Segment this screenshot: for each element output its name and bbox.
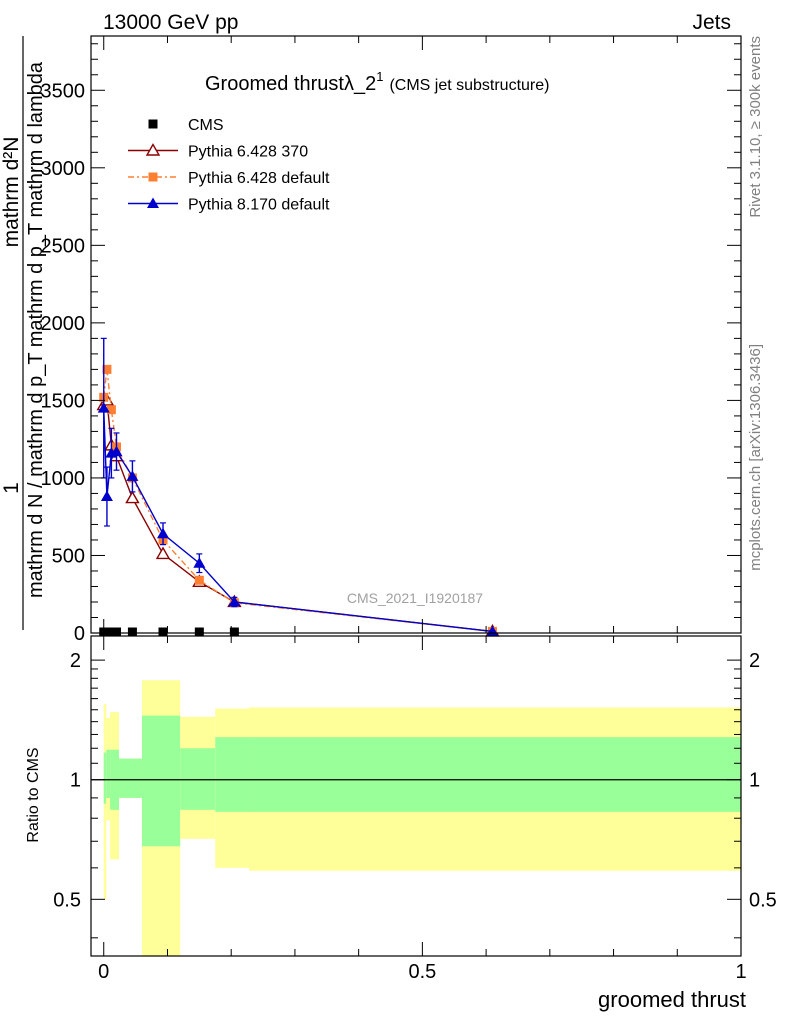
uncertainty-band-inner bbox=[103, 752, 107, 804]
legend-entry: Pythia 8.170 default bbox=[128, 197, 330, 214]
y-tick-label: 0 bbox=[74, 623, 85, 645]
y-tick-label: 2000 bbox=[41, 313, 86, 335]
data-point bbox=[126, 470, 139, 481]
data-point bbox=[125, 490, 140, 504]
uncertainty-band-inner bbox=[215, 737, 250, 812]
chart-title: Groomed thrustλ_21 (CMS jet substructure) bbox=[205, 69, 549, 95]
chart-title-suffix: (CMS jet substructure) bbox=[389, 77, 549, 94]
x-tick-label: 1 bbox=[735, 961, 746, 983]
y-axis-label-numerator: mathrm d²N bbox=[0, 137, 23, 248]
uncertainty-band-inner bbox=[119, 758, 142, 798]
collision-label: 13000 GeV pp bbox=[103, 11, 238, 34]
watermark: CMS_2021_I1920187 bbox=[347, 590, 483, 606]
ratio-y-tick-label: 0.5 bbox=[53, 889, 81, 911]
y-tick-label: 1500 bbox=[41, 390, 86, 412]
data-point bbox=[229, 627, 239, 637]
data-point bbox=[155, 546, 171, 560]
y-axis-label-one: 1 bbox=[0, 482, 23, 494]
ratio-y-label: Ratio to CMS bbox=[25, 747, 42, 842]
legend-label: Pythia 6.428 default bbox=[188, 170, 330, 187]
ratio-panel: 0.5 0.5 1 1 2 2 0 0.5 1 Ratio to CMS groomed thr… bbox=[25, 635, 777, 1012]
y-tick-label: 3500 bbox=[41, 80, 86, 102]
y-axis-label: 1 mathrm d²N mathrm d N / mathrm d p_T m… bbox=[0, 36, 47, 630]
data-point bbox=[110, 445, 123, 457]
data-point bbox=[106, 405, 116, 415]
legend-entry: Pythia 6.428 default bbox=[128, 170, 330, 187]
process-label: Jets bbox=[692, 11, 731, 34]
uncertainty-band-inner bbox=[249, 737, 741, 812]
uncertainty-band-inner bbox=[180, 748, 216, 810]
y-axis-label-denominator: mathrm d N / mathrm d p_T mathrm d p_T m… bbox=[25, 61, 47, 598]
legend-entry: Pythia 6.428 370 bbox=[128, 143, 308, 161]
ratio-y-tick-label-right: 2 bbox=[749, 650, 760, 672]
chart-title-sup: 1 bbox=[376, 69, 383, 84]
legend: CMS Pythia 6.428 370 Pythia 6.428 default P… bbox=[128, 117, 330, 214]
legend-marker bbox=[147, 197, 159, 208]
y-tick-label: 500 bbox=[52, 545, 85, 567]
main-panel: CMS_2021_I1920187 0 500 1000 1500 2000 2500 30… bbox=[0, 35, 742, 645]
ratio-y-tick-label: 2 bbox=[70, 650, 81, 672]
data-point bbox=[100, 490, 113, 502]
legend-marker bbox=[145, 143, 161, 156]
data-point bbox=[102, 364, 112, 374]
data-point bbox=[228, 595, 241, 607]
legend-marker bbox=[148, 119, 158, 129]
data-point bbox=[194, 575, 204, 585]
ratio-y-tick-label: 1 bbox=[70, 770, 81, 792]
legend-marker bbox=[148, 172, 158, 182]
data-point bbox=[158, 627, 168, 637]
data-point bbox=[194, 627, 204, 637]
legend-label: Pythia 6.428 370 bbox=[188, 144, 308, 161]
data-point bbox=[127, 627, 137, 637]
y-tick-label: 3000 bbox=[41, 158, 86, 180]
rivet-label: Rivet 3.1.10, ≥ 300k events bbox=[747, 36, 764, 218]
y-tick-label: 1000 bbox=[41, 468, 86, 490]
data-point bbox=[111, 627, 121, 637]
data-point bbox=[97, 402, 110, 413]
data-point bbox=[106, 627, 116, 637]
y-tick-label: 2500 bbox=[41, 235, 86, 257]
legend-entry: CMS bbox=[148, 117, 224, 134]
uncertainty-band-inner bbox=[106, 749, 111, 798]
data-point bbox=[193, 557, 206, 568]
data-point bbox=[157, 527, 170, 539]
series-0 bbox=[99, 627, 239, 637]
legend-label: Pythia 8.170 default bbox=[188, 197, 330, 214]
legend-label: CMS bbox=[188, 117, 224, 134]
uncertainty-band-inner bbox=[141, 715, 181, 847]
ratio-y-tick-label-right: 0.5 bbox=[749, 889, 777, 911]
ratio-y-tick-label-right: 1 bbox=[749, 770, 760, 792]
chart-title-main: Groomed thrustλ_2 bbox=[205, 73, 376, 95]
mcplots-label: mcplots.cern.ch [arXiv:1306.3436] bbox=[747, 344, 764, 571]
x-tick-label: 0.5 bbox=[408, 961, 436, 983]
x-axis-label: groomed thrust bbox=[598, 987, 746, 1012]
x-tick-label: 0 bbox=[98, 961, 109, 983]
